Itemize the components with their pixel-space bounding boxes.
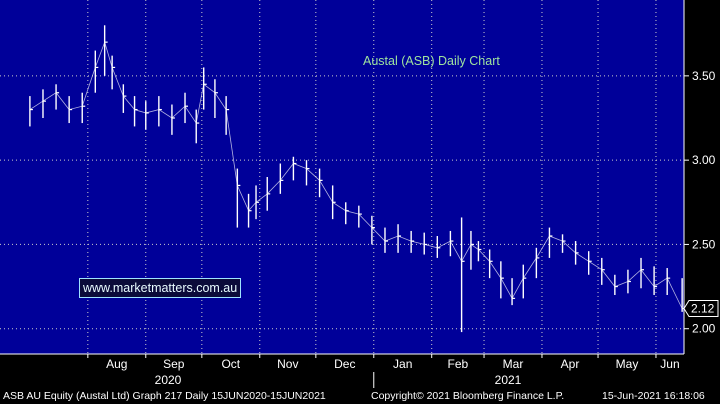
x-month-label: Dec [334,357,355,371]
x-year-label: 2020 [155,373,182,387]
status-copyright: Copyright© 2021 Bloomberg Finance L.P. [371,390,565,402]
x-month-label: Apr [561,357,580,371]
status-bar: ASB AU Equity (Austal Ltd) Graph 217 Dai… [0,388,720,404]
x-year-label: 2021 [495,373,522,387]
x-month-label: Nov [277,357,298,371]
price-chart: 2.00 2.50 3.00 3.50 Aug Sep Oct Nov Dec Jan Feb Mar… [0,0,720,388]
price-series [29,25,686,333]
y-tick-label: 2.00 [692,322,716,336]
x-month-label: Jan [393,357,412,371]
y-tick-label: 2.50 [692,237,716,251]
x-axis-background [0,354,684,388]
y-axis-background [684,0,720,388]
x-month-label: Feb [448,357,469,371]
x-month-label: Sep [163,357,185,371]
x-month-label: Aug [106,357,127,371]
watermark-link[interactable]: www.marketmatters.com.au [79,278,242,298]
chart-title: Austal (ASB) Daily Chart [363,54,500,68]
last-price-flag [683,299,719,317]
price-close-line [29,40,683,309]
x-month-label: Oct [221,357,240,371]
x-month-label: Mar [503,357,524,371]
status-timestamp: 15-Jun-2021 16:18:06 [602,390,705,402]
x-month-label: May [616,357,639,371]
last-price-label: 2.12 [691,301,715,315]
status-left: ASB AU Equity (Austal Ltd) Graph 217 Dai… [3,390,326,402]
plot-background [0,0,684,354]
y-tick-label: 3.50 [692,69,716,83]
x-month-label: Jun [660,357,679,371]
y-tick-label: 3.00 [692,153,716,167]
